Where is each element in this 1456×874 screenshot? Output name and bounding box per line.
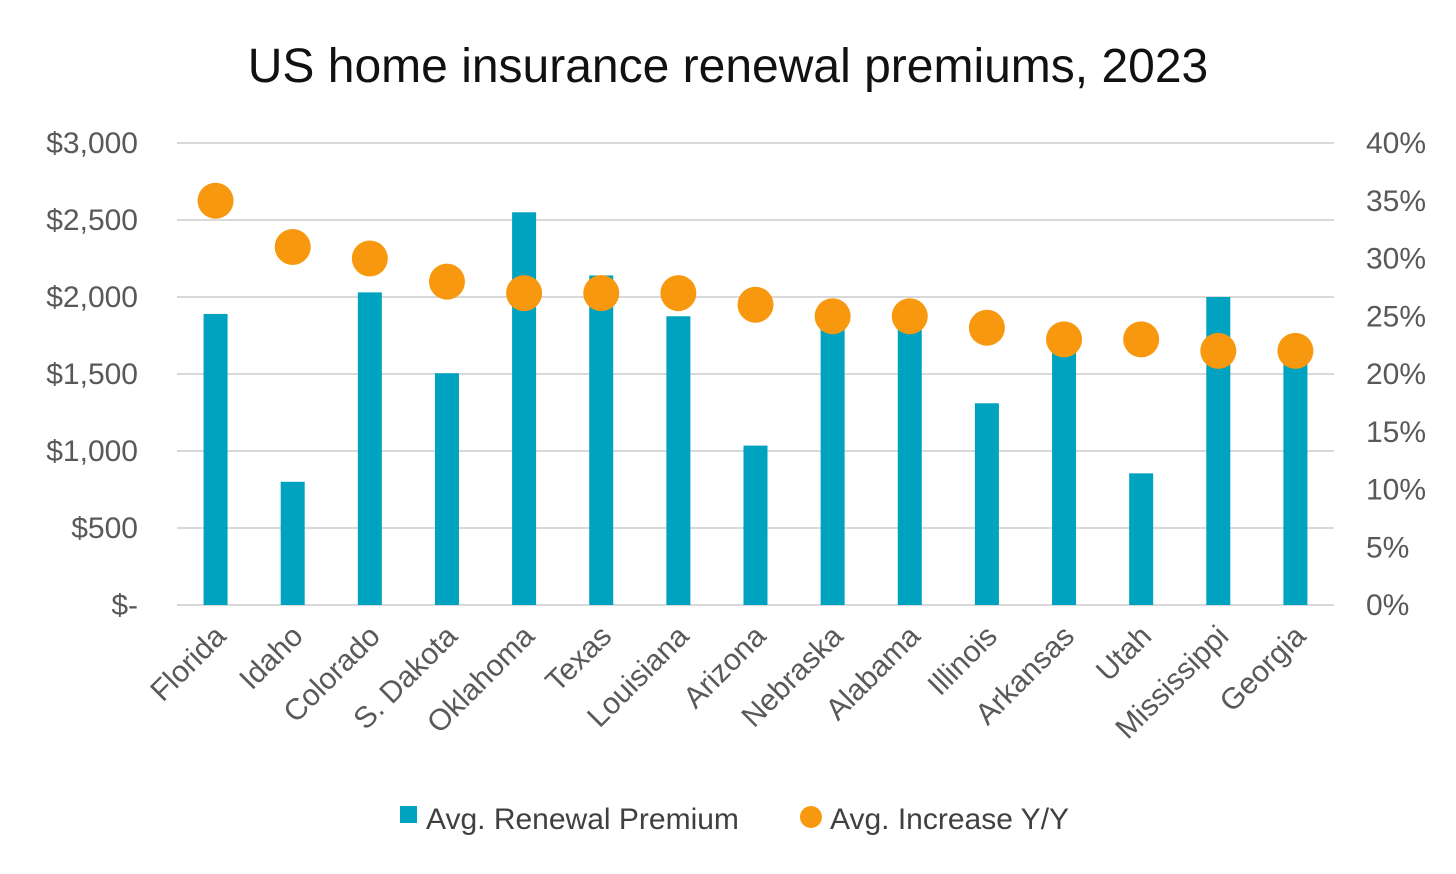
point-mississippi — [1200, 332, 1237, 369]
y-right-tick-label: 40% — [1366, 127, 1426, 160]
y-left-tick-label: $2,500 — [46, 204, 138, 237]
point-arkansas — [1046, 321, 1083, 358]
x-category-label: Florida — [144, 619, 232, 707]
y-axis-right: 0% 5% 10% 15% 20% 25% 30% 35% 40% — [1366, 127, 1426, 622]
y-right-tick-label: 5% — [1366, 531, 1409, 564]
bar-alabama — [897, 321, 922, 605]
scatter-series — [197, 182, 1314, 369]
legend: Avg. Renewal Premium Avg. Increase Y/Y — [400, 803, 1069, 836]
bar-georgia — [1283, 353, 1308, 605]
y-left-tick-label: $1,000 — [46, 435, 138, 468]
bar-texas — [589, 275, 614, 605]
point-oklahoma — [506, 275, 543, 312]
point-illinois — [968, 309, 1005, 346]
point-alabama — [891, 298, 928, 335]
point-colorado — [351, 240, 388, 277]
point-florida — [197, 182, 234, 219]
bar-florida — [203, 313, 228, 605]
bar-utah — [1129, 473, 1154, 605]
bar-nebraska — [820, 320, 845, 605]
point-georgia — [1277, 332, 1314, 369]
point-s-dakota — [428, 263, 465, 300]
y-right-tick-label: 0% — [1366, 589, 1409, 622]
y-left-tick-label: $3,000 — [46, 127, 138, 160]
y-left-tick-label: $1,500 — [46, 358, 138, 391]
bar-series — [203, 212, 1308, 606]
legend-label-increase: Avg. Increase Y/Y — [830, 803, 1069, 836]
y-right-tick-label: 30% — [1366, 243, 1426, 276]
point-utah — [1123, 321, 1160, 358]
y-left-tick-label: $500 — [71, 512, 138, 545]
y-axis-left: $- $500 $1,000 $1,500 $2,000 $2,500 $3,000 — [46, 127, 138, 622]
point-idaho — [274, 228, 311, 265]
legend-swatch-premium — [400, 806, 417, 823]
x-category-label: Georgia — [1214, 619, 1313, 718]
y-left-tick-label: $2,000 — [46, 281, 138, 314]
bar-illinois — [974, 403, 999, 605]
y-right-tick-label: 25% — [1366, 300, 1426, 333]
chart-title: US home insurance renewal premiums, 2023 — [248, 40, 1208, 93]
bar-arkansas — [1052, 340, 1077, 605]
point-arizona — [737, 286, 774, 323]
bar-idaho — [280, 481, 305, 605]
x-category-label: Utah — [1090, 620, 1158, 688]
legend-marker-increase — [800, 806, 822, 828]
y-right-tick-label: 20% — [1366, 358, 1426, 391]
bar-louisiana — [666, 316, 691, 605]
y-left-tick-label: $- — [111, 589, 138, 622]
y-right-tick-label: 35% — [1366, 185, 1426, 218]
bar-s-dakota — [434, 373, 459, 605]
point-louisiana — [660, 275, 697, 312]
point-nebraska — [814, 298, 851, 335]
point-texas — [583, 275, 620, 312]
y-right-tick-label: 10% — [1366, 474, 1426, 507]
bar-oklahoma — [512, 212, 537, 606]
bar-arizona — [743, 445, 768, 605]
bar-colorado — [357, 292, 382, 605]
y-right-tick-label: 15% — [1366, 416, 1426, 449]
legend-label-premium: Avg. Renewal Premium — [426, 803, 739, 836]
